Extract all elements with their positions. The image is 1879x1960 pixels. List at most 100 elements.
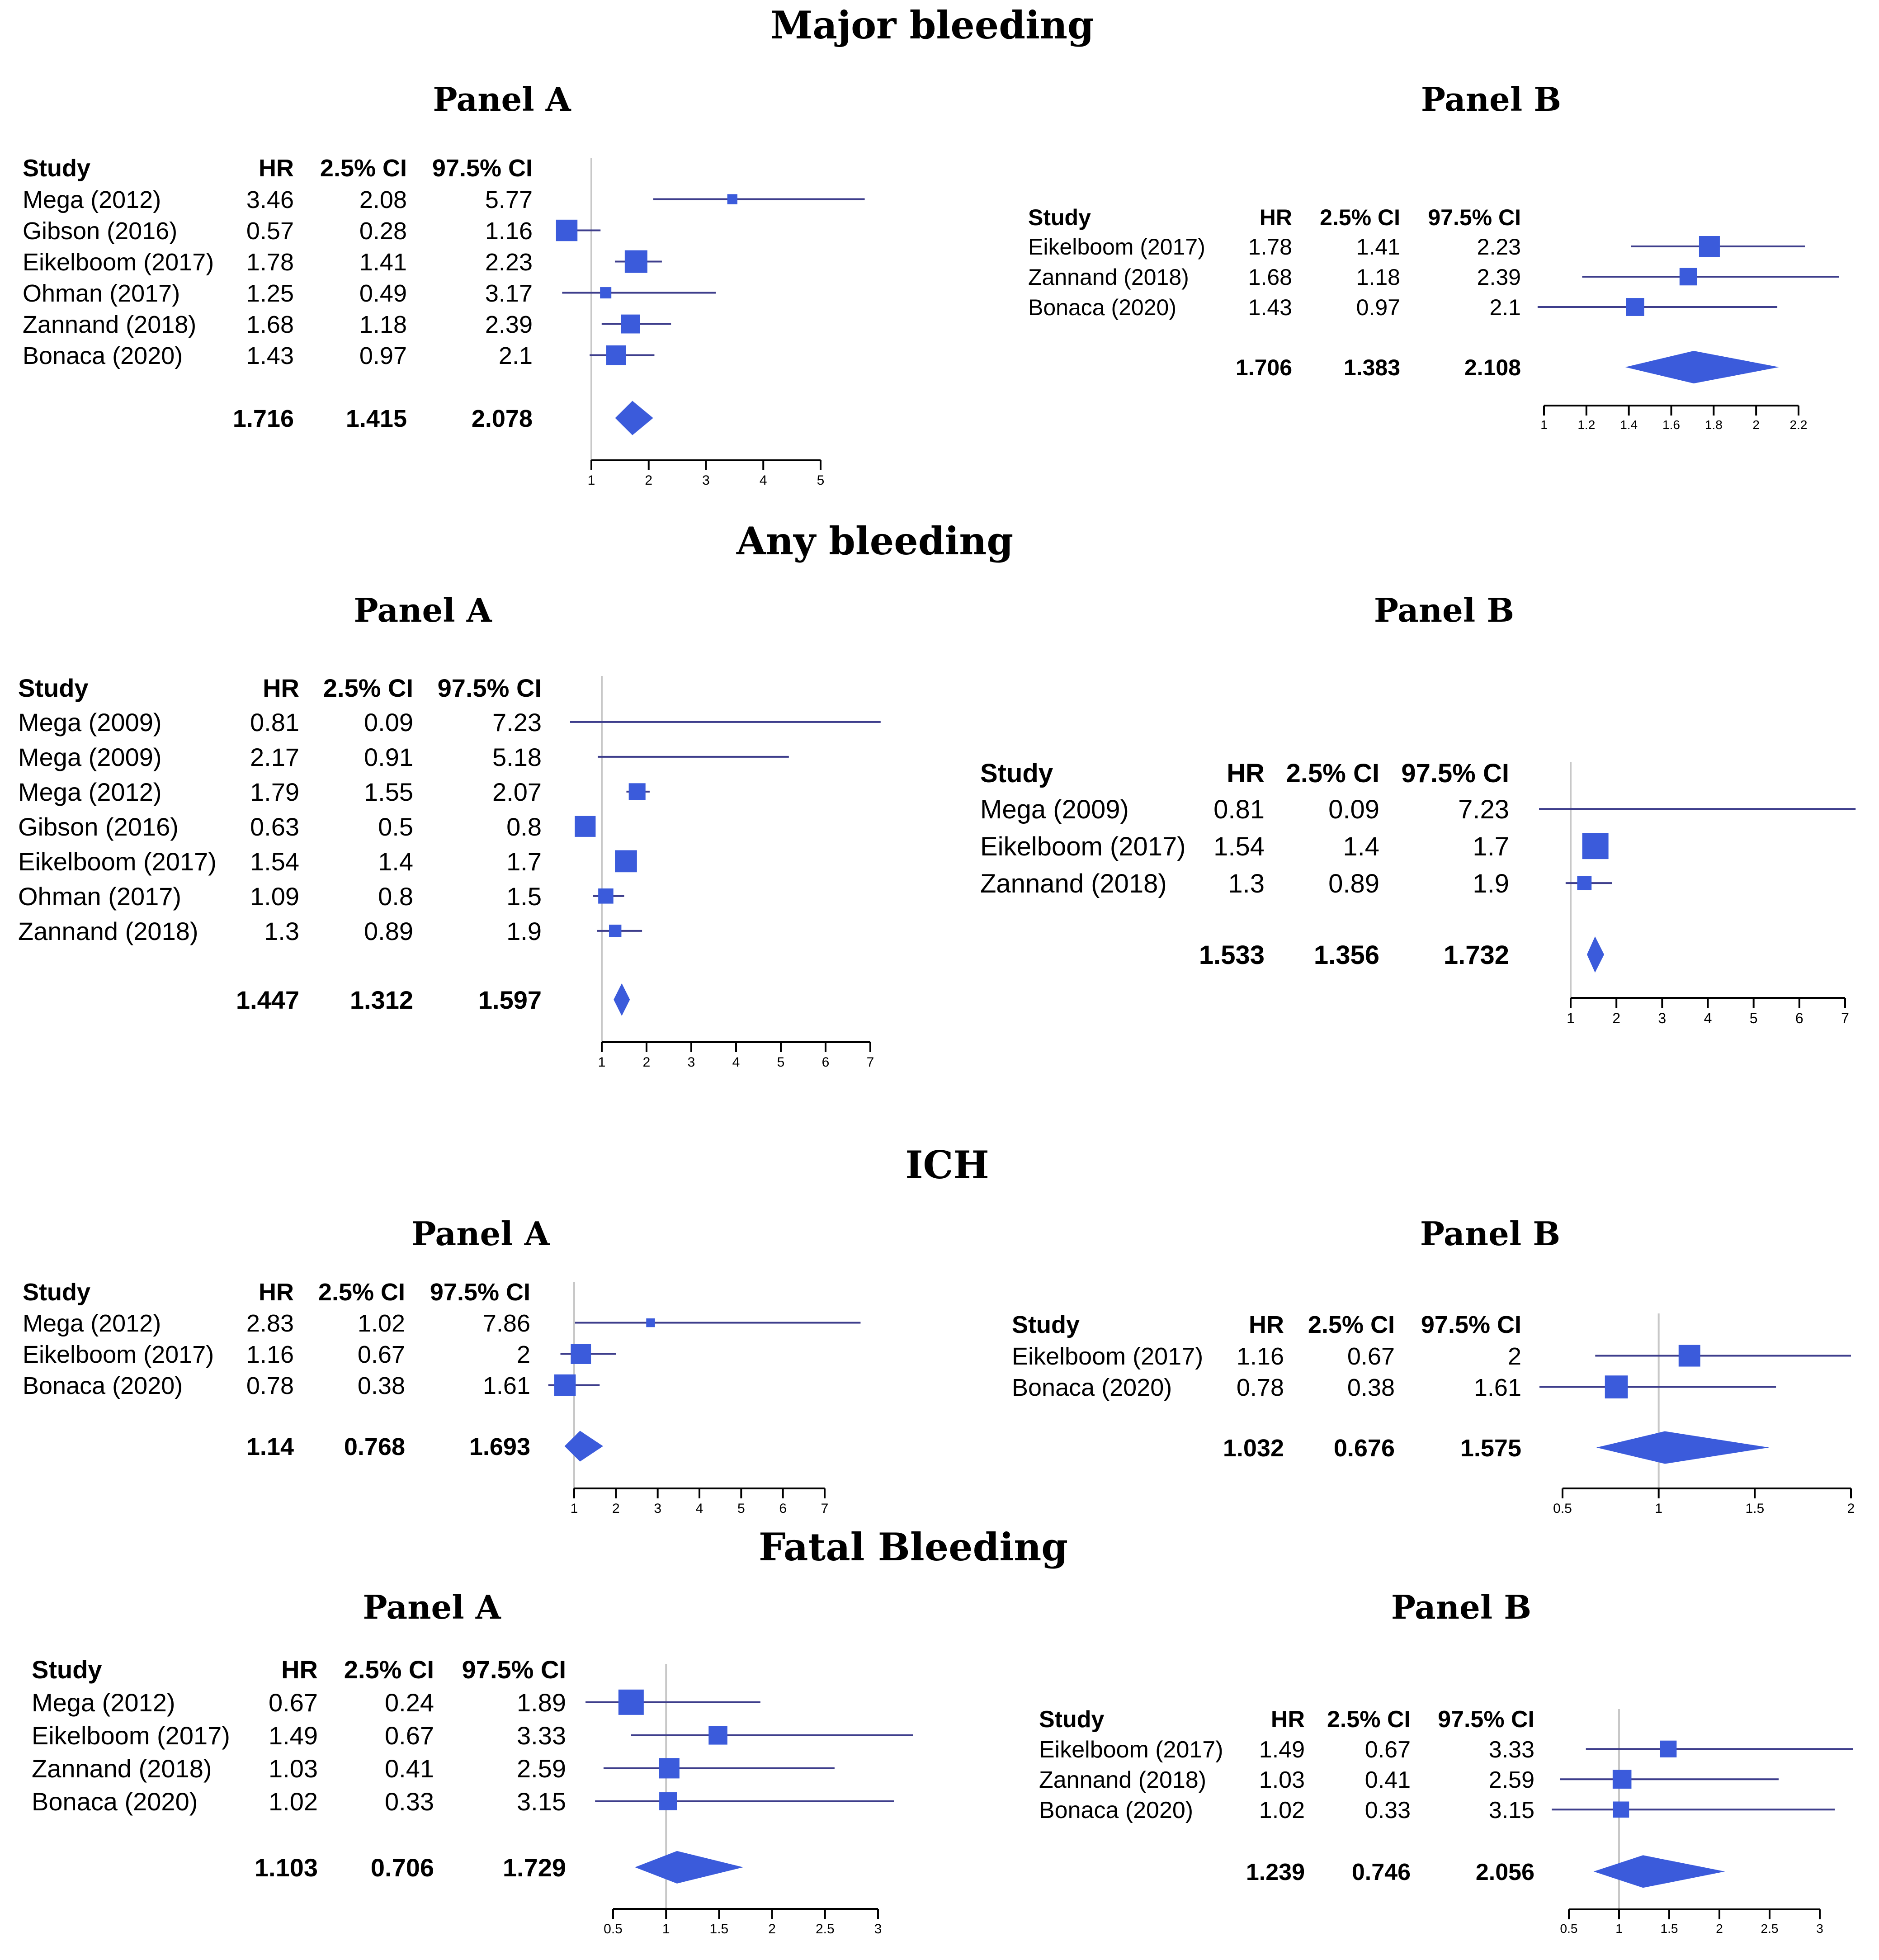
- hr-value: 3.46: [246, 186, 294, 213]
- ci-lower-value: 0.09: [1328, 795, 1379, 824]
- ci-upper-value: 2.59: [1489, 1767, 1534, 1793]
- panel-title: Panel B: [1374, 591, 1514, 629]
- column-header-ci-upper: 97.5% CI: [432, 155, 533, 182]
- ci-upper-value: 2.1: [1489, 295, 1521, 320]
- hr-marker: [646, 1318, 655, 1327]
- ci-lower-value: 0.33: [385, 1787, 434, 1816]
- x-axis-tick-label: 0.5: [1553, 1501, 1572, 1516]
- summary-ci-lower-value: 1.356: [1314, 940, 1379, 970]
- study-name: Mega (2012): [23, 1310, 161, 1337]
- hr-value: 2.83: [246, 1310, 294, 1337]
- hr-value: 2.17: [250, 743, 299, 771]
- x-axis-tick-label: 1.2: [1577, 418, 1595, 432]
- x-axis-tick-label: 1: [598, 1055, 606, 1070]
- x-axis-tick-label: 0.5: [1560, 1922, 1578, 1936]
- hr-marker: [624, 250, 647, 273]
- summary-ci-upper-value: 1.729: [503, 1853, 566, 1882]
- panel-title: Panel A: [411, 1214, 550, 1253]
- summary-hr-value: 1.103: [255, 1853, 318, 1882]
- summary-ci-upper-value: 1.693: [469, 1433, 530, 1460]
- x-axis-tick-label: 7: [1841, 1010, 1849, 1026]
- forest-panel-0: Panel A Study HR 2.5% CI 97.5% CI Mega (2012)…: [23, 80, 865, 488]
- ci-lower-value: 0.5: [378, 812, 413, 841]
- forest-panel-7: Panel B Study HR 2.5% CI 97.5% CI Eikelboom (…: [1039, 1588, 1853, 1936]
- x-axis-tick-label: 1.5: [1661, 1922, 1678, 1936]
- column-header-study: Study: [1039, 1706, 1105, 1733]
- forest-panel-4: Panel A Study HR 2.5% CI 97.5% CI Mega (2012)…: [23, 1214, 861, 1516]
- hr-value: 1.25: [246, 280, 294, 307]
- ci-upper-value: 2: [1508, 1343, 1521, 1370]
- x-axis-tick-label: 4: [732, 1055, 740, 1070]
- hr-value: 1.3: [264, 917, 299, 945]
- ci-lower-value: 0.24: [385, 1688, 434, 1717]
- panel-title: Panel A: [354, 591, 492, 629]
- x-axis-tick-label: 1.5: [1745, 1501, 1764, 1516]
- column-header-ci-upper: 97.5% CI: [1401, 759, 1509, 788]
- forest-panel-5: Panel B Study HR 2.5% CI 97.5% CI Eikelboom (…: [1012, 1214, 1855, 1516]
- hr-marker: [615, 850, 637, 873]
- hr-marker: [1699, 236, 1720, 257]
- study-name: Eikelboom (2017): [32, 1721, 230, 1750]
- column-header-study: Study: [980, 759, 1053, 788]
- ci-lower-value: 2.08: [359, 186, 407, 213]
- hr-marker: [600, 287, 612, 299]
- summary-hr-value: 1.706: [1236, 355, 1292, 380]
- x-axis-tick-label: 4: [760, 473, 767, 488]
- column-header-hr: HR: [259, 1279, 294, 1306]
- summary-ci-lower-value: 0.768: [344, 1433, 405, 1460]
- x-axis-tick-label: 2: [643, 1055, 651, 1070]
- ci-lower-value: 0.33: [1365, 1797, 1411, 1823]
- ci-lower-value: 0.38: [358, 1372, 405, 1399]
- study-name: Zannand (2018): [980, 869, 1167, 898]
- panel-title: Panel A: [433, 80, 571, 118]
- hr-value: 1.03: [269, 1754, 318, 1783]
- summary-diamond: [564, 1431, 603, 1462]
- x-axis-tick-label: 6: [1795, 1010, 1803, 1026]
- x-axis-tick-label: 2.2: [1790, 418, 1808, 432]
- ci-upper-value: 2.07: [492, 778, 542, 806]
- hr-marker: [1679, 268, 1697, 286]
- hr-marker: [727, 194, 737, 204]
- ci-lower-value: 0.97: [1356, 295, 1400, 320]
- study-name: Ohman (2017): [18, 882, 181, 911]
- x-axis-tick-label: 2.5: [1761, 1922, 1779, 1936]
- summary-ci-upper-value: 1.575: [1460, 1435, 1521, 1462]
- x-axis-tick-label: 1: [571, 1501, 578, 1516]
- summary-ci-lower-value: 1.383: [1344, 355, 1400, 380]
- column-header-ci-upper: 97.5% CI: [1438, 1706, 1534, 1733]
- ci-upper-value: 7.86: [483, 1310, 530, 1337]
- summary-hr-value: 1.533: [1199, 940, 1265, 970]
- hr-value: 1.43: [1248, 295, 1292, 320]
- x-axis-tick-label: 1: [1567, 1010, 1575, 1026]
- x-axis-tick-label: 1: [588, 473, 595, 488]
- x-axis-tick-label: 4: [1704, 1010, 1712, 1026]
- ci-upper-value: 3.33: [517, 1721, 566, 1750]
- ci-upper-value: 2.23: [1477, 234, 1521, 260]
- hr-value: 1.54: [1213, 832, 1265, 861]
- x-axis-tick-label: 1.6: [1662, 418, 1680, 432]
- hr-marker: [618, 1689, 644, 1715]
- ci-lower-value: 0.8: [378, 882, 413, 911]
- hr-value: 0.57: [246, 217, 294, 245]
- column-header-ci-lower: 2.5% CI: [320, 155, 407, 182]
- hr-marker: [598, 888, 614, 904]
- ci-upper-value: 2.39: [1477, 264, 1521, 290]
- column-header-ci-lower: 2.5% CI: [318, 1279, 405, 1306]
- study-name: Mega (2012): [18, 778, 162, 806]
- ci-lower-value: 1.41: [359, 249, 407, 276]
- column-header-hr: HR: [1227, 759, 1265, 788]
- hr-value: 0.78: [246, 1372, 294, 1399]
- study-name: Zannand (2018): [32, 1754, 212, 1783]
- column-header-hr: HR: [259, 155, 294, 182]
- hr-marker: [1605, 1375, 1628, 1398]
- study-name: Zannand (2018): [1039, 1767, 1206, 1793]
- summary-ci-upper-value: 2.078: [472, 405, 533, 432]
- hr-marker: [556, 219, 578, 241]
- x-axis-tick-label: 3: [654, 1501, 661, 1516]
- x-axis-tick-label: 1.5: [710, 1922, 729, 1936]
- column-header-hr: HR: [1271, 1706, 1305, 1733]
- study-name: Gibson (2016): [18, 812, 179, 841]
- study-name: Bonaca (2020): [23, 1372, 183, 1399]
- column-header-ci-lower: 2.5% CI: [344, 1655, 434, 1684]
